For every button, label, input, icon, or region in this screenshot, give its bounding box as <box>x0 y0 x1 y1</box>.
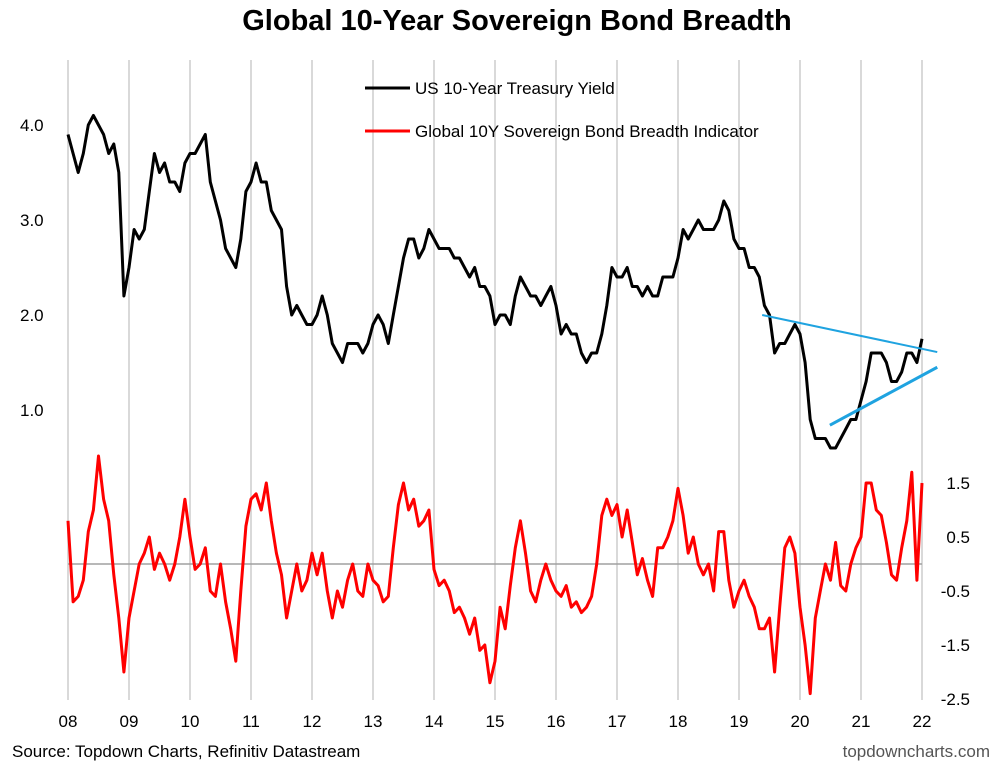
x-tick-label: 09 <box>120 712 139 731</box>
left-tick-label: 4.0 <box>20 116 44 135</box>
x-tick-label: 16 <box>547 712 566 731</box>
series-group <box>66 114 924 696</box>
gridlines <box>67 60 923 700</box>
right-tick-label: 1.5 <box>946 474 970 493</box>
trendline <box>761 314 938 354</box>
source-note: Source: Topdown Charts, Refinitiv Datast… <box>12 742 360 761</box>
x-axis-ticks: 08 09 10 11 12 13 14 15 16 17 18 19 20 21 22 <box>59 712 932 731</box>
left-tick-label: 2.0 <box>20 306 44 325</box>
x-tick-label: 19 <box>730 712 749 731</box>
x-tick-label: 10 <box>181 712 200 731</box>
legend-label-yield: US 10-Year Treasury Yield <box>415 79 615 98</box>
legend-label-breadth: Global 10Y Sovereign Bond Breadth Indica… <box>415 122 759 141</box>
watermark: topdowncharts.com <box>843 742 990 761</box>
right-tick-label: 0.5 <box>946 528 970 547</box>
x-tick-label: 21 <box>852 712 871 731</box>
right-tick-label: -2.5 <box>941 690 970 709</box>
chart-title: Global 10-Year Sovereign Bond Breadth <box>242 5 792 37</box>
x-tick-label: 18 <box>669 712 688 731</box>
right-axis-ticks: 1.5 0.5 -0.5 -1.5 -2.5 <box>941 474 970 709</box>
x-tick-label: 08 <box>59 712 78 731</box>
x-tick-label: 17 <box>608 712 627 731</box>
x-tick-label: 13 <box>364 712 383 731</box>
x-tick-label: 11 <box>242 712 260 731</box>
left-axis-ticks: 4.0 3.0 2.0 1.0 <box>20 116 44 420</box>
trendline <box>829 365 938 427</box>
series-line-breadth-indicator <box>66 454 924 696</box>
left-tick-label: 3.0 <box>20 211 44 230</box>
legend: US 10-Year Treasury Yield Global 10Y Sov… <box>365 79 759 141</box>
x-tick-label: 14 <box>425 712 444 731</box>
x-tick-label: 20 <box>791 712 810 731</box>
right-tick-label: -1.5 <box>941 636 970 655</box>
x-tick-label: 12 <box>303 712 322 731</box>
x-tick-label: 15 <box>486 712 505 731</box>
right-tick-label: -0.5 <box>941 582 970 601</box>
x-tick-label: 22 <box>913 712 932 731</box>
trendlines <box>761 314 938 427</box>
left-tick-label: 1.0 <box>20 401 44 420</box>
series-line-us-10y-yield <box>66 114 924 450</box>
